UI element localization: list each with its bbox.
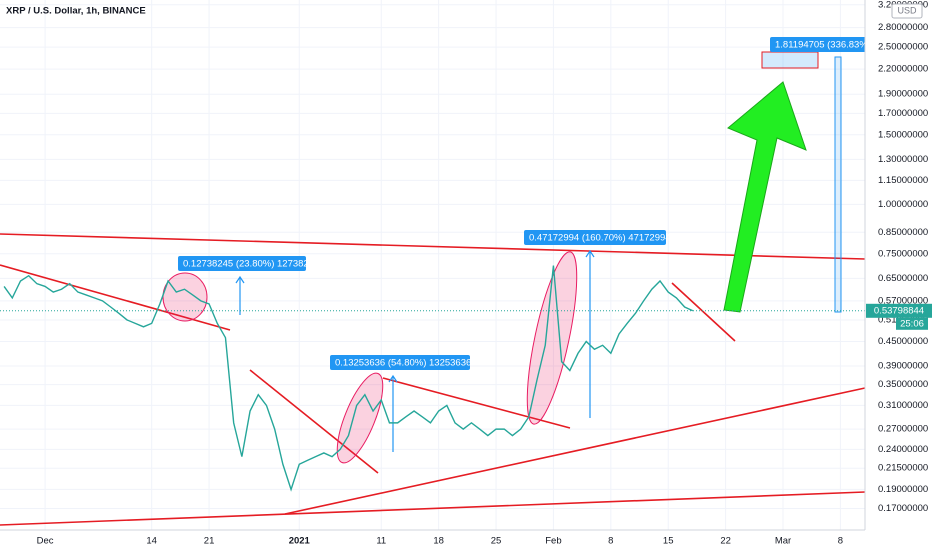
green-arrow [723,81,807,313]
y-tick-label: 0.17000000 [878,503,928,514]
annotation-box [330,355,470,370]
annotation-box [178,256,306,271]
y-tick-label: 1.30000000 [878,154,928,165]
y-tick-label: 0.31000000 [878,400,928,411]
y-tick-label: 0.57000000 [878,295,928,306]
y-tick-label: 0.75000000 [878,248,928,259]
x-tick-label: Dec [37,536,54,547]
measure-arrow-head [388,374,398,383]
series [0,265,865,492]
annotation: 0.13253636 (54.80%) 13253636 [335,358,471,369]
currency-box [891,3,923,19]
target-box [761,51,819,69]
x-tick-label: 15 [663,536,674,547]
highlight-ellipse [162,272,208,322]
chart-title: XRP / U.S. Dollar, 1h, BINANCE [6,6,146,17]
y-tick-label: 2.20000000 [878,64,928,75]
trend-line [0,491,866,526]
y-tick-label: 0.45000000 [878,336,928,347]
x-tick-label: 14 [146,536,157,547]
y-tick-label: 1.50000000 [878,129,928,140]
highlight-ellipse [336,372,384,464]
countdown-box [896,317,928,330]
x-tick-label: 11 [376,536,386,547]
x-tick-label: 25 [491,536,502,547]
x-tick-label: 21 [204,536,215,547]
y-tick-label: 2.80000000 [878,22,928,33]
x-tick-label: Feb [545,536,561,547]
x-tick-label: 8 [838,536,843,547]
annotation-box [770,37,870,52]
y-tick-label: 0.85000000 [878,227,928,238]
y-tick-label: 0.24000000 [878,444,928,455]
y-tick-label: 0.27000000 [878,424,928,435]
time-axis [0,530,932,550]
y-tick-label: 2.50000000 [878,42,928,53]
annotation: 0.12738245 (23.80%) 12738245 [183,259,319,270]
x-tick-label: 22 [720,536,731,547]
last-price-box [866,303,932,318]
y-tick-label: 0.65000000 [878,273,928,284]
x-tick-label: 2021 [289,536,311,547]
x-tick-label: 8 [608,536,613,547]
trend-line [671,282,736,342]
x-tick-label: Mar [775,536,791,547]
last-price: 0.53798844 [874,305,924,316]
currency: USD [897,5,917,15]
x-tick-label: 18 [433,536,444,547]
annotation-box [524,230,666,245]
y-tick-label: 1.70000000 [878,108,928,119]
measure-arrow-head [585,249,595,258]
price-axis [865,0,932,550]
trend-line [284,387,866,515]
y-tick-label: 0.35000000 [878,379,928,390]
highlight-ellipse [526,251,578,425]
countdown: 25:06 [900,318,924,329]
trend-line [249,369,379,474]
price-line [3,265,694,492]
grid [0,0,865,530]
trend-line [0,264,231,331]
y-tick-label: 1.15000000 [878,175,928,186]
annotation: 1.81194705 (336.83%) 18 [775,40,884,51]
y-tick-label: 1.00000000 [878,199,928,210]
annotation: 0.47172994 (160.70%) 47172994 [529,233,671,244]
y-tick-label: 0.39000000 [878,361,928,372]
y-tick-label: 0.21500000 [878,463,928,474]
drawings: 0.12738245 (23.80%) 12738245 0.13253636 … [0,37,884,526]
measure-range [834,56,842,313]
trend-line [0,233,866,260]
measure-arrow-head [235,275,245,284]
y-tick-label: 0.19000000 [878,484,928,495]
trend-line [382,377,571,429]
y-tick-label: 1.90000000 [878,89,928,100]
